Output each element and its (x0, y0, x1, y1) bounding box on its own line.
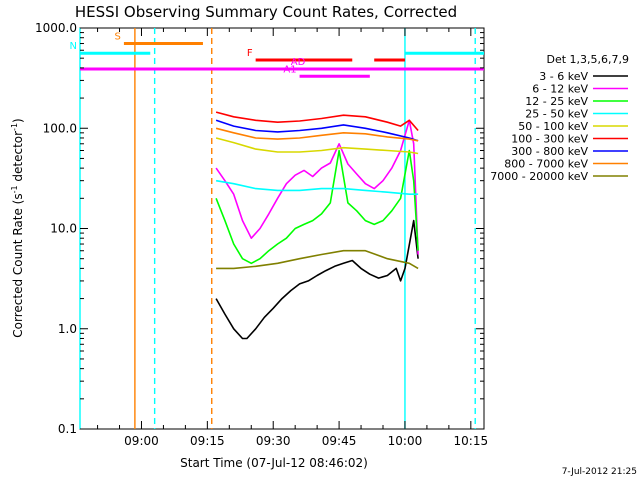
y-tick-label-3: 100.0 (43, 121, 77, 135)
series-line-2 (215, 149, 419, 265)
series-line-1 (215, 119, 419, 255)
legend-label-1: 6 - 12 keV (532, 83, 588, 96)
series-line-6 (215, 119, 419, 142)
status-bar-label-7: A1 (283, 64, 296, 75)
series-line-0 (215, 219, 419, 340)
legend-label-4: 50 - 100 keV (518, 120, 588, 133)
x-tick-label-0: 09:00 (124, 434, 159, 448)
series-line-7 (215, 127, 419, 142)
legend-label-5: 100 - 300 keV (511, 133, 588, 146)
y-tick-label-0: 0.1 (58, 422, 77, 436)
y-axis-label: Corrected Count Rate (s-1 detector-1) (10, 118, 25, 337)
x-axis-ticks: 09:00 09:15 09:30 09:45 10:00 10:15 (97, 28, 489, 448)
y-tick-label-1: 1.0 (58, 322, 77, 336)
y-axis-label-sup1: -1 (10, 185, 19, 193)
y-tick-label-2: 10.0 (50, 222, 77, 236)
legend-label-2: 12 - 25 keV (525, 95, 588, 108)
x-tick-label-3: 09:45 (322, 434, 357, 448)
y-axis-label-part2: detector (11, 131, 25, 186)
y-axis-label-sup2: -1 (10, 123, 19, 131)
timestamp: 7-Jul-2012 21:25 (562, 467, 637, 477)
legend-label-3: 25 - 50 keV (525, 108, 588, 121)
x-axis-label: Start Time (07-Jul-12 08:46:02) (180, 456, 368, 470)
legend-label-0: 3 - 6 keV (539, 70, 588, 83)
y-axis-label-part1: Corrected Count Rate (s (11, 193, 25, 337)
x-tick-label-1: 09:15 (190, 434, 225, 448)
x-tick-label-4: 10:00 (388, 434, 423, 448)
series-line-4 (215, 137, 419, 155)
y-axis-ticks: 0.1 1.0 10.0 100.0 1000.0 (35, 21, 484, 436)
status-bar-label-1: N (70, 41, 77, 52)
status-bar-label-6: AD (291, 57, 306, 68)
series-line-8 (216, 249, 419, 270)
series-lines (215, 111, 419, 340)
series-line-5 (215, 111, 419, 132)
status-bar-label-0: S (115, 32, 121, 43)
legend-label-6: 300 - 800 keV (511, 145, 588, 158)
legend-label-8: 7000 - 20000 keV (490, 170, 588, 183)
plot-frame (79, 27, 485, 430)
y-axis-label-part3: ) (11, 118, 25, 123)
y-tick-label-4: 1000.0 (35, 21, 77, 35)
vertical-marker-lines (79, 28, 476, 429)
status-bar-label-4: F (247, 48, 253, 59)
chart-title: HESSI Observing Summary Count Rates, Cor… (75, 3, 457, 21)
x-tick-label-5: 10:15 (454, 434, 489, 448)
x-tick-label-2: 09:30 (256, 434, 291, 448)
legend-label-7: 800 - 7000 keV (504, 158, 588, 171)
legend-header: Det 1,3,5,6,7,9 (546, 53, 629, 66)
series-line-3 (215, 179, 419, 195)
